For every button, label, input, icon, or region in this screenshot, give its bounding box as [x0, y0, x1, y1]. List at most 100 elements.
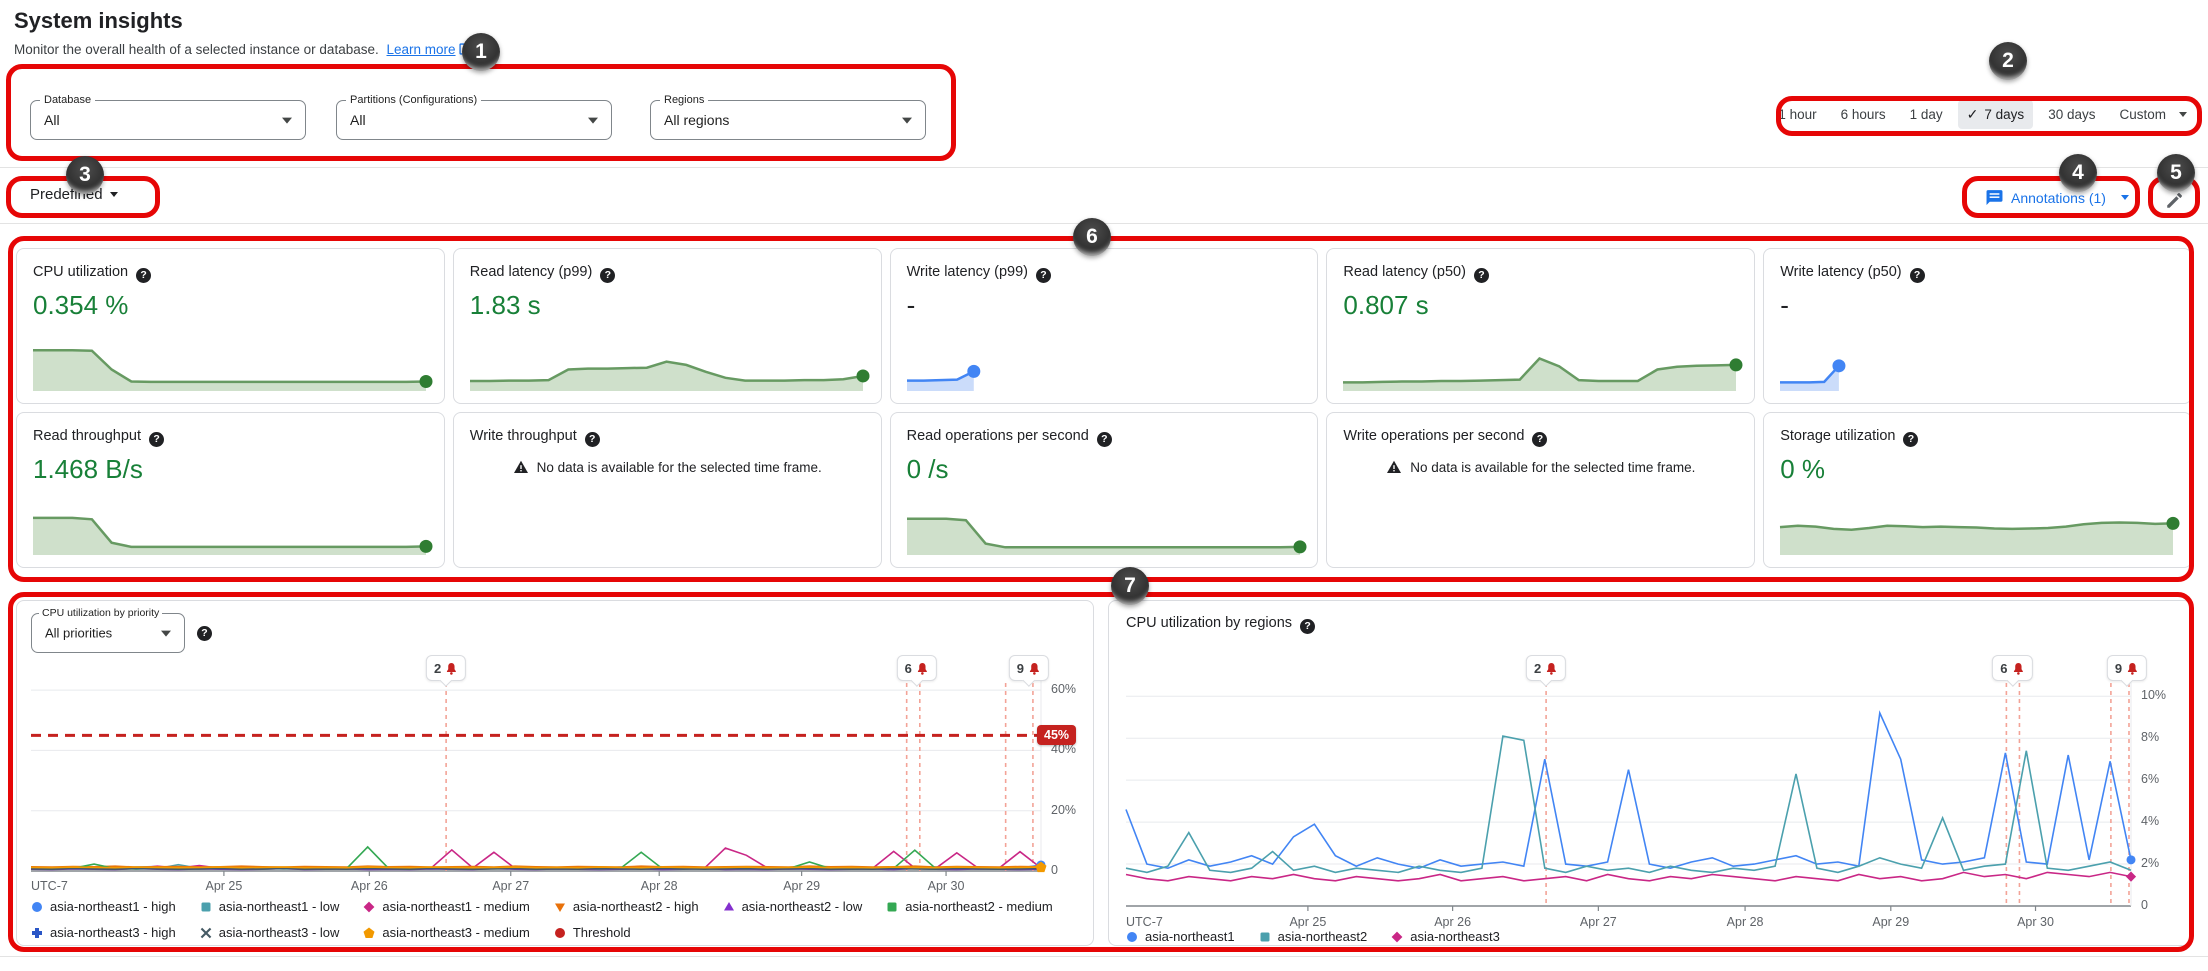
page-title: System insights: [14, 8, 183, 33]
metric-card-write-latency-p99: Write latency (p99)? -: [889, 248, 1319, 404]
sparkline-chart: [1780, 359, 1846, 391]
metric-card-value: 0.807 s: [1343, 290, 1429, 320]
metric-card-title: Write operations per second: [1343, 428, 1525, 444]
tutorial-step-badge-6: 6: [1073, 218, 1111, 256]
help-icon[interactable]: ?: [1473, 268, 1489, 283]
legend-item-asia-northeast3[interactable]: asia-northeast3: [1391, 929, 1500, 944]
alert-badge-2[interactable]: 2: [425, 655, 467, 681]
help-icon[interactable]: ?: [136, 268, 152, 283]
metric-card-read-ops: Read operations per second? 0 /s: [889, 412, 1319, 568]
legend-item-asia-northeast2[interactable]: asia-northeast2: [1259, 929, 1367, 944]
help-icon[interactable]: ?: [600, 268, 616, 283]
annotation-comment-icon: [1986, 190, 2003, 205]
tutorial-step-badge-3: 3: [66, 156, 104, 194]
y-axis-label: 2%: [2141, 856, 2160, 871]
alert-badge-9[interactable]: 9: [2106, 655, 2148, 681]
warning-icon: [513, 460, 528, 473]
alert-badge-9[interactable]: 9: [1008, 655, 1049, 681]
metric-sparkline: [33, 499, 433, 555]
legend-item-asia-northeast1[interactable]: asia-northeast1: [1126, 929, 1235, 944]
alert-badge-6[interactable]: 6: [896, 655, 937, 681]
metric-card-title: Write latency (p99): [906, 264, 1029, 280]
cpu-utilization-by-priority-chart[interactable]: [30, 669, 1047, 876]
chevron-down-icon: [2120, 195, 2129, 200]
metric-card-write-throughput: Write throughput? No data is available f…: [452, 412, 882, 568]
legend-label: asia-northeast2 - high: [572, 899, 699, 914]
database-select[interactable]: Database All: [30, 94, 306, 140]
metric-sparkline: [1780, 499, 2180, 555]
metric-card-read-throughput: Read throughput? 1.468 B/s: [16, 412, 445, 568]
legend-item-asia-northeast3-high[interactable]: asia-northeast3 - high: [31, 925, 176, 940]
metric-card-title: Read throughput: [33, 428, 142, 444]
time-range-7-days[interactable]: ✓ 7 days: [1957, 100, 2034, 129]
y-axis-label: 40%: [1051, 742, 1077, 757]
time-range-custom[interactable]: Custom: [2110, 101, 2196, 128]
annotations-button[interactable]: Annotations (1): [1986, 189, 2129, 206]
alert-badge-6[interactable]: 6: [1992, 655, 2033, 681]
regions-select-label: Regions: [660, 94, 709, 106]
regions-select-value: All regions: [664, 112, 730, 128]
help-icon[interactable]: ?: [1903, 432, 1919, 447]
cpu-utilization-by-regions-card: CPU utilization by regions? asia-northea…: [1108, 600, 2192, 946]
legend-label: asia-northeast3 - low: [218, 925, 340, 940]
x-axis-timezone-label: UTC-7: [31, 879, 68, 893]
chevron-down-icon: [2179, 112, 2187, 117]
regions-chart-legend: asia-northeast1 asia-northeast2 asia-north…: [1126, 929, 2166, 944]
help-icon[interactable]: ?: [1096, 432, 1112, 447]
edit-dashboard-button[interactable]: [2160, 186, 2188, 214]
alert-count: 6: [2000, 660, 2008, 676]
help-icon[interactable]: ?: [1300, 619, 1316, 634]
legend-item-asia-northeast1-low[interactable]: asia-northeast1 - low: [200, 899, 339, 914]
priority-filter-value: All priorities: [45, 625, 113, 641]
x-axis-label: Apr 27: [492, 879, 530, 893]
legend-item-threshold[interactable]: Threshold: [554, 925, 631, 940]
x-axis-label: Apr 26: [1434, 915, 1472, 929]
legend-marker-circle: [32, 901, 42, 912]
legend-marker-x: [200, 927, 212, 938]
time-range-30-days[interactable]: 30 days: [2048, 107, 2096, 122]
chevron-down-icon: [161, 630, 171, 637]
legend-label: asia-northeast2 - low: [741, 899, 863, 914]
time-range-6-hours[interactable]: 6 hours: [1840, 107, 1886, 122]
metric-card-read-latency-p50: Read latency (p50)? 0.807 s: [1326, 248, 1756, 404]
time-range-1-hour[interactable]: 1 hour: [1778, 107, 1817, 122]
priority-filter-select[interactable]: CPU utilization by priority All prioriti…: [31, 607, 185, 653]
legend-label: asia-northeast3: [1410, 929, 1500, 944]
legend-label: asia-northeast3 - high: [50, 925, 176, 940]
help-icon[interactable]: ?: [1036, 268, 1052, 283]
legend-item-asia-northeast2-high[interactable]: asia-northeast2 - high: [554, 899, 699, 914]
metric-sparkline: [33, 335, 433, 391]
partitions-select[interactable]: Partitions (Configurations) All: [336, 94, 612, 140]
legend-item-asia-northeast2-low[interactable]: asia-northeast2 - low: [723, 899, 863, 914]
database-select-label: Database: [40, 94, 96, 106]
warning-icon: [1387, 460, 1402, 473]
legend-item-asia-northeast1-medium[interactable]: asia-northeast1 - medium: [363, 899, 530, 914]
help-icon[interactable]: ?: [1532, 432, 1548, 447]
regions-select[interactable]: Regions All regions: [650, 94, 926, 140]
help-icon[interactable]: ?: [1909, 268, 1925, 283]
no-data-message: No data is available for the selected ti…: [470, 459, 865, 475]
metric-card-value: 0 /s: [906, 454, 949, 484]
time-range-1-day[interactable]: 1 day: [1909, 107, 1943, 122]
legend-item-asia-northeast3-low[interactable]: asia-northeast3 - low: [200, 925, 340, 940]
metric-card-title: Write latency (p50): [1780, 264, 1902, 280]
x-axis-label: Apr 25: [205, 879, 243, 893]
alert-badge-2[interactable]: 2: [1525, 655, 1567, 681]
metric-card-value: -: [906, 290, 916, 320]
alert-bell-icon: [1030, 662, 1039, 675]
metric-card-cpu-utilization: CPU utilization? 0.354 %: [16, 248, 445, 404]
legend-label: asia-northeast1 - medium: [382, 899, 530, 914]
help-icon[interactable]: ?: [149, 432, 165, 447]
legend-item-asia-northeast3-medium[interactable]: asia-northeast3 - medium: [363, 925, 530, 940]
y-axis-label: 4%: [2141, 814, 2160, 829]
divider: [0, 956, 2208, 957]
legend-item-asia-northeast2-medium[interactable]: asia-northeast2 - medium: [886, 899, 1053, 914]
x-axis-label: Apr 28: [1726, 915, 1764, 929]
y-axis-label: 8%: [2141, 730, 2160, 745]
learn-more-link[interactable]: Learn more: [386, 42, 456, 57]
help-icon[interactable]: ?: [197, 626, 212, 641]
cpu-utilization-by-regions-chart[interactable]: [1125, 669, 2137, 911]
legend-label: Threshold: [572, 925, 631, 940]
help-icon[interactable]: ?: [584, 432, 600, 447]
legend-item-asia-northeast1-high[interactable]: asia-northeast1 - high: [31, 899, 176, 914]
